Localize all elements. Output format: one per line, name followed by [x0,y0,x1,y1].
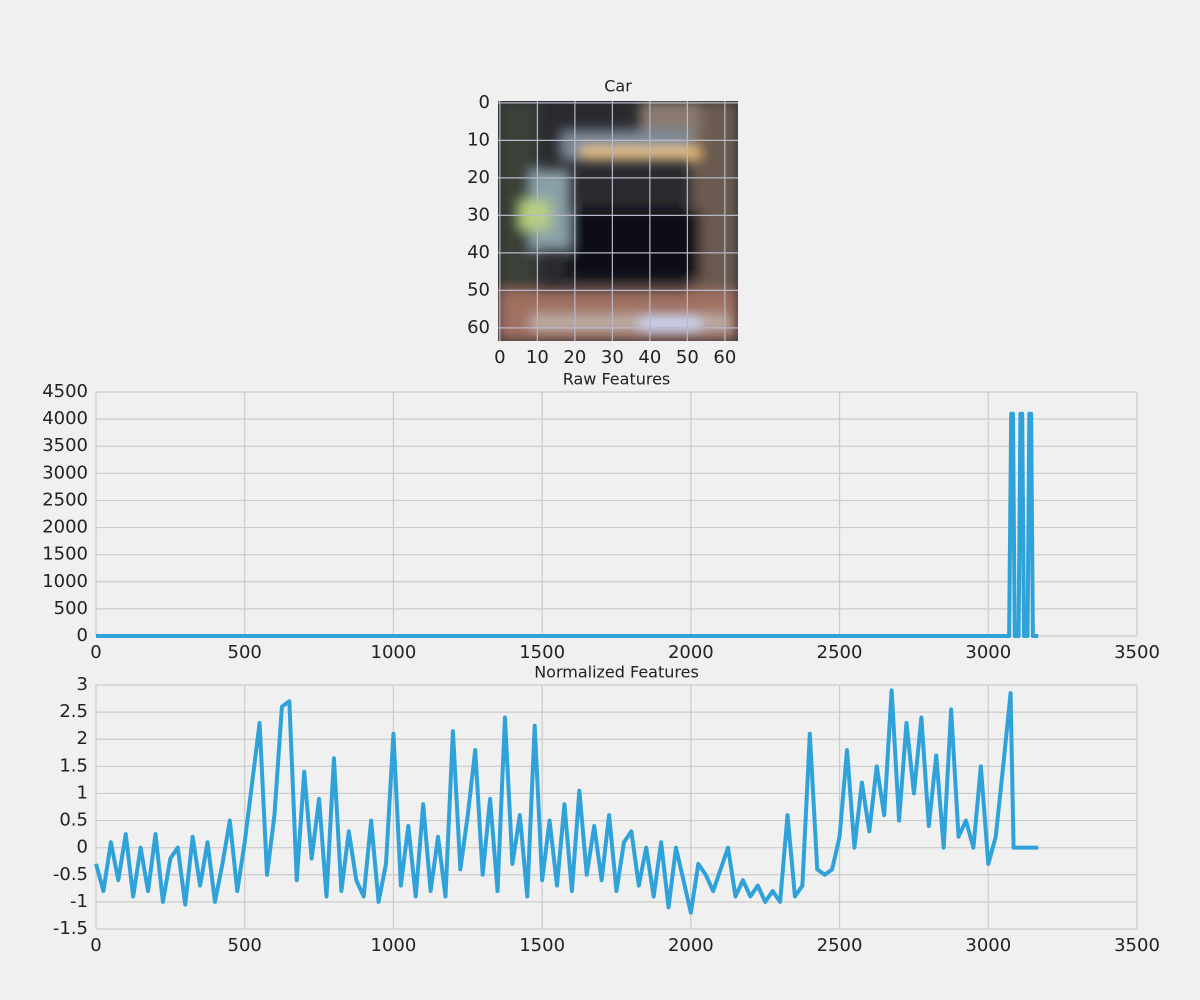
y-tick-label: 3500 [42,435,88,456]
x-tick-label: 3500 [1114,935,1160,956]
chart-title: Raw Features [563,370,671,389]
y-tick-label: 2000 [42,517,88,538]
y-tick-label: 60 [467,317,490,338]
x-tick-label: 2500 [817,642,863,663]
x-tick-label: 3500 [1114,642,1160,663]
x-tick-label: 2500 [817,935,863,956]
y-tick-label: 40 [467,242,490,263]
y-tick-label: 1 [77,782,88,803]
y-tick-label: 1500 [42,544,88,565]
x-tick-label: 0 [90,935,101,956]
x-tick-label: 0 [90,642,101,663]
x-tick-label: 3000 [965,935,1011,956]
y-tick-label: 2500 [42,489,88,510]
x-tick-label: 10 [526,347,549,368]
chart-title: Normalized Features [534,663,699,682]
y-tick-label: 3000 [42,462,88,483]
y-tick-label: 50 [467,279,490,300]
x-tick-label: 1000 [371,642,417,663]
y-tick-label: -1 [70,891,88,912]
y-tick-label: -0.5 [53,864,88,885]
y-tick-label: 1000 [42,571,88,592]
x-tick-label: 0 [494,347,505,368]
y-tick-label: 2.5 [59,701,88,722]
x-tick-label: 3000 [965,642,1011,663]
y-tick-label: 0.5 [59,810,88,831]
feature-line [96,411,1039,638]
x-tick-label: 60 [713,347,736,368]
y-tick-label: 30 [467,204,490,225]
y-tick-label: -1.5 [53,918,88,939]
y-tick-label: 10 [467,129,490,150]
y-tick-label: 0 [479,92,490,113]
x-tick-label: 500 [228,642,262,663]
x-tick-label: 20 [563,347,586,368]
y-tick-label: 500 [54,598,88,619]
y-tick-label: 0 [77,625,88,646]
x-tick-label: 30 [601,347,624,368]
y-tick-label: 0 [77,837,88,858]
x-tick-label: 50 [676,347,699,368]
y-tick-label: 4500 [42,381,88,402]
x-tick-label: 1500 [519,642,565,663]
y-tick-label: 3 [77,674,88,695]
feature-line [94,688,1039,915]
y-tick-label: 4000 [42,408,88,429]
y-tick-label: 20 [467,167,490,188]
x-tick-label: 40 [638,347,661,368]
x-tick-label: 1000 [371,935,417,956]
x-tick-label: 1500 [519,935,565,956]
chart-title: Car [604,77,632,96]
x-tick-label: 2000 [668,642,714,663]
y-tick-label: 2 [77,728,88,749]
x-tick-label: 2000 [668,935,714,956]
car-image [498,101,738,341]
y-tick-label: 1.5 [59,755,88,776]
x-tick-label: 500 [228,935,262,956]
